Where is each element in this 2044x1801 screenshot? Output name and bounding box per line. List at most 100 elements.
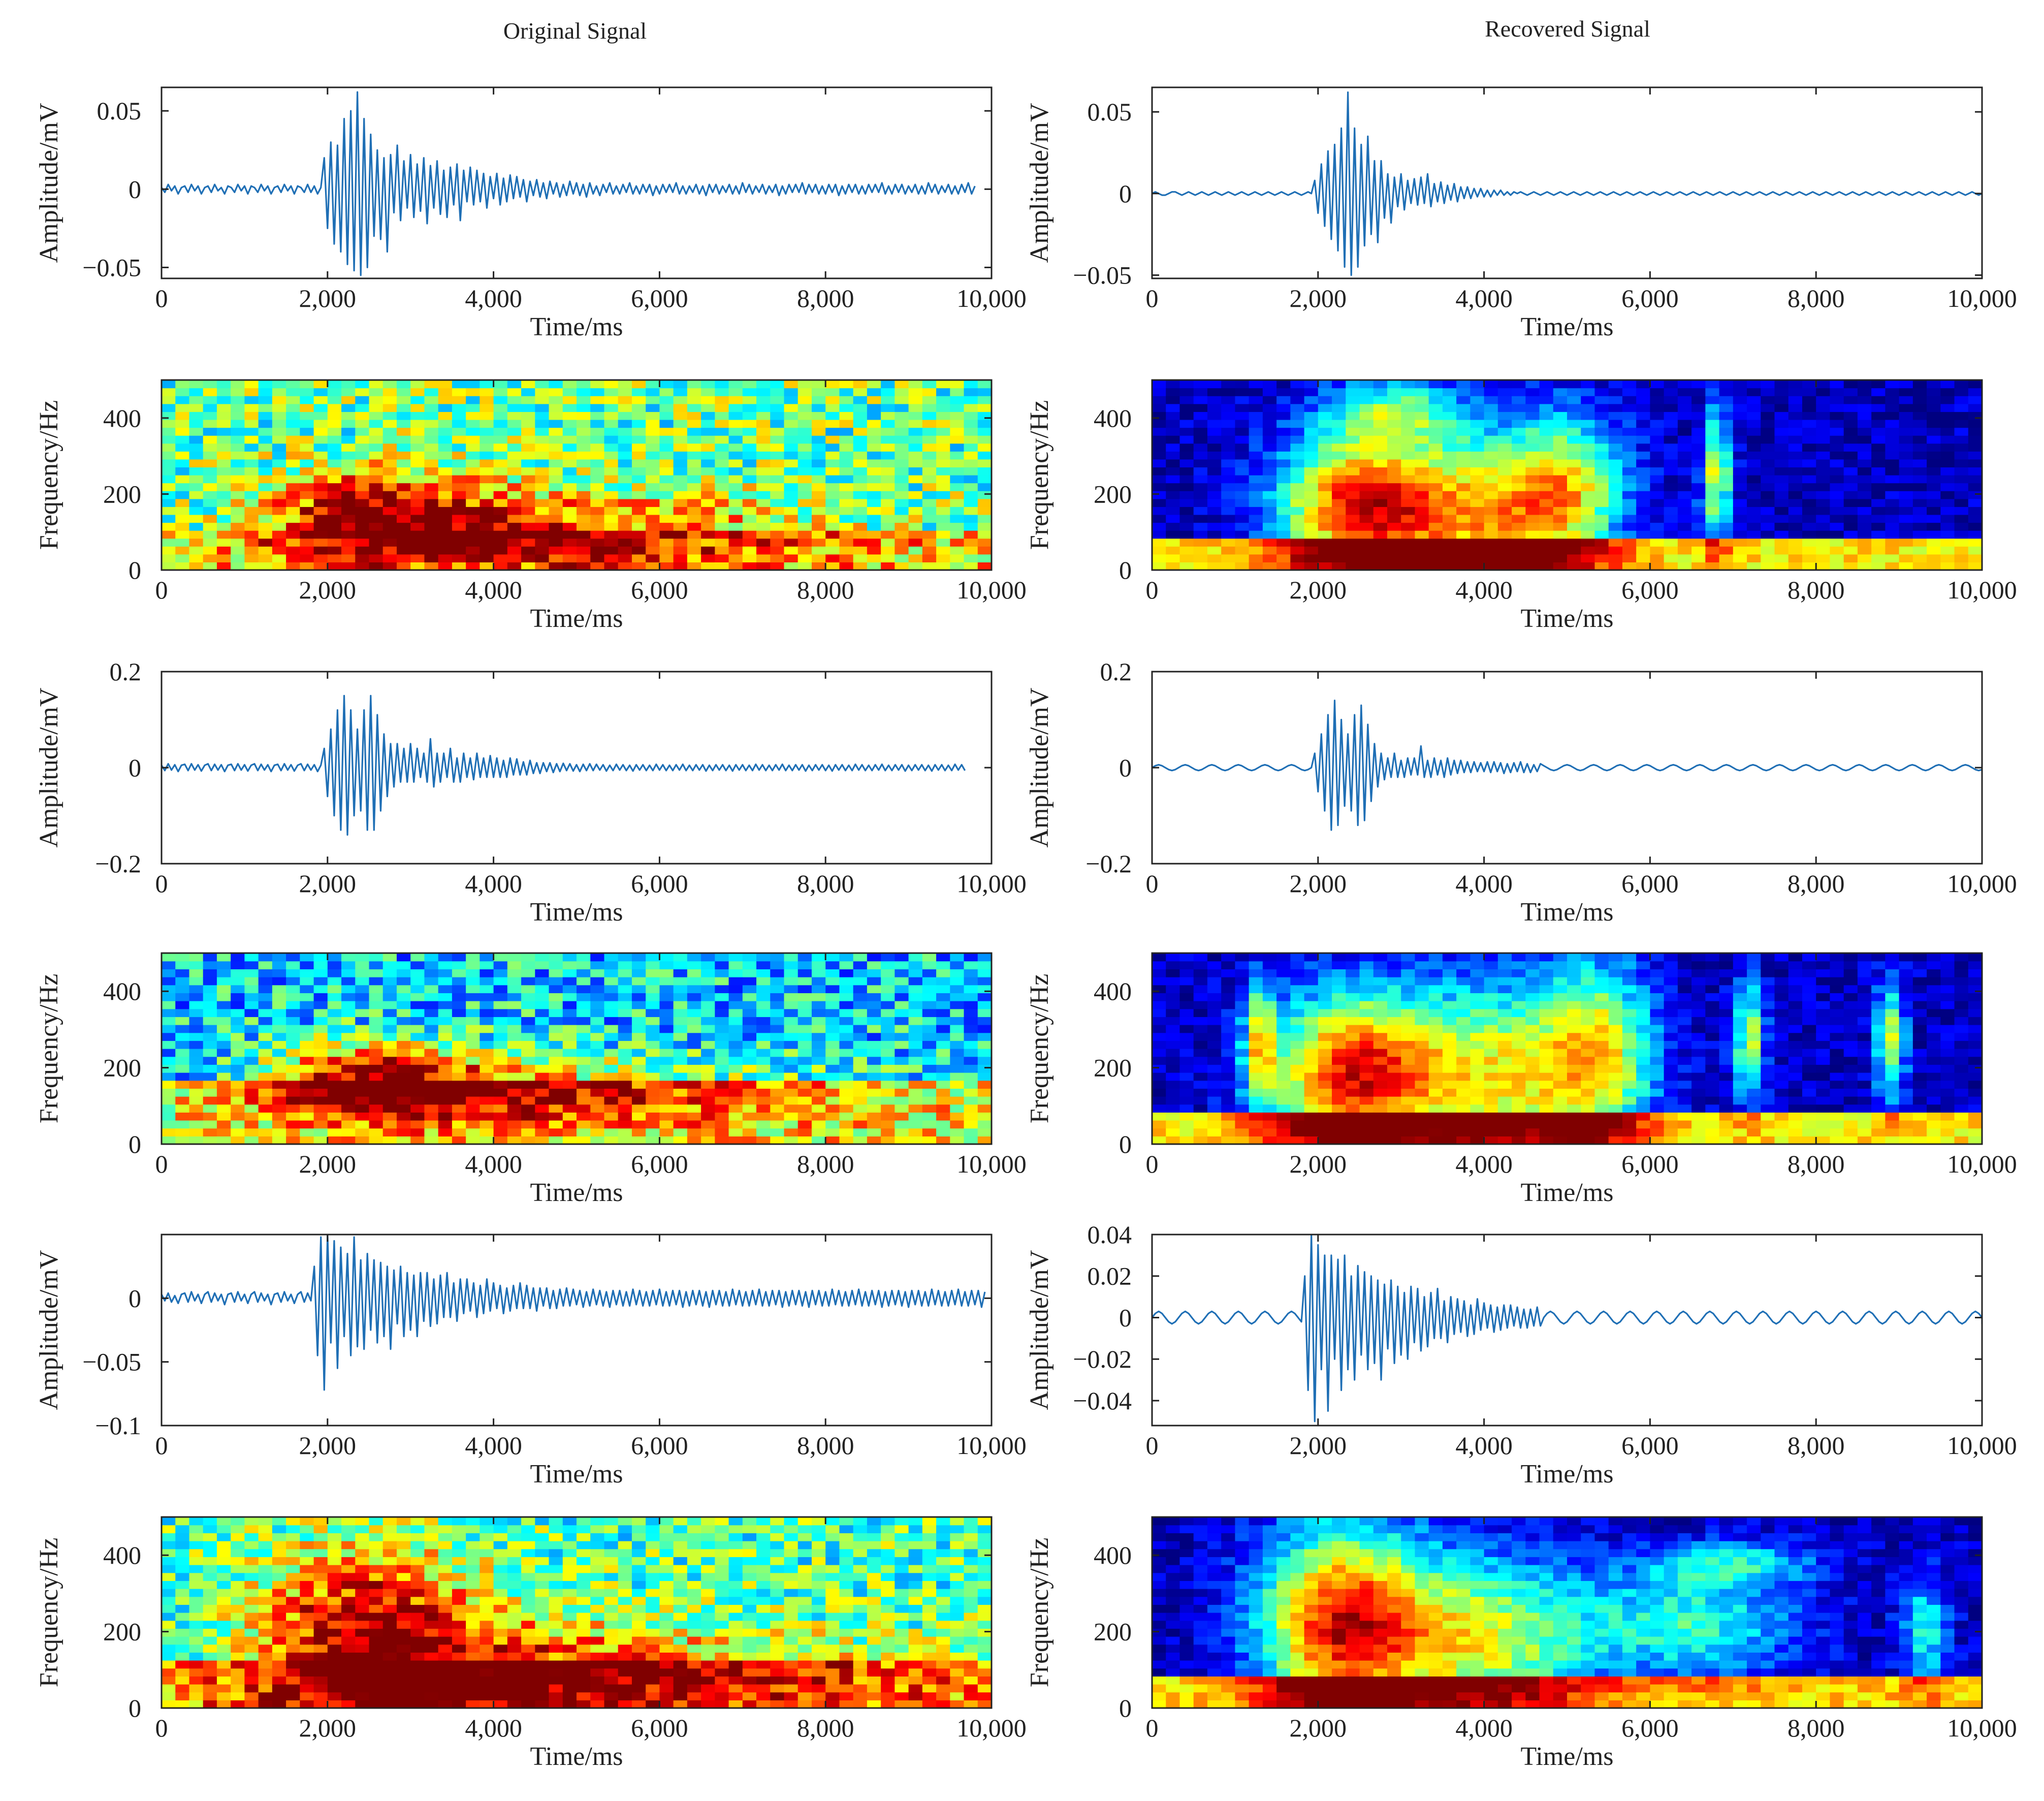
spectrogram-cell (1774, 514, 1789, 523)
spectrogram-cell (1954, 435, 1969, 444)
spectrogram-cell (936, 1064, 950, 1073)
spectrogram-cell (756, 1128, 771, 1136)
spectrogram-cell (258, 507, 273, 515)
spectrogram-cell (715, 522, 729, 531)
spectrogram-cell (1885, 514, 1900, 523)
spectrogram-cell (286, 419, 300, 428)
spectrogram-cell (936, 538, 950, 547)
spectrogram-cell (1166, 514, 1180, 523)
spectrogram-cell (908, 993, 923, 1001)
spectrogram-cell (1622, 459, 1637, 468)
spectrogram-cell (895, 380, 909, 389)
spectrogram-cell (521, 1032, 535, 1041)
spectrogram-cell (577, 1088, 591, 1097)
spectrogram-cell (258, 412, 273, 420)
spectrogram-cell (784, 467, 799, 476)
spectrogram-cell (1539, 467, 1554, 476)
spectrogram-cell (313, 419, 328, 428)
spectrogram-cell (216, 1088, 231, 1097)
spectrogram-cell (701, 961, 715, 969)
spectrogram-cell (382, 1040, 397, 1049)
spectrogram-cell (162, 1096, 176, 1105)
spectrogram-cell (867, 530, 881, 539)
spectrogram-cell (1442, 380, 1457, 389)
spectrogram-cell (1705, 491, 1720, 499)
spectrogram-cell (480, 530, 494, 539)
spectrogram-cell (1166, 1112, 1180, 1121)
spectrogram-cell (1525, 412, 1540, 420)
spectrogram-cell (286, 1080, 300, 1089)
spectrogram-cell (1249, 514, 1263, 523)
spectrogram-cell (1359, 427, 1374, 436)
spectrogram-cell (175, 1049, 190, 1057)
spectrogram-cell (673, 443, 688, 452)
spectrogram-cell (1373, 977, 1388, 986)
spectrogram-cell (244, 1128, 259, 1136)
spectrogram-cell (908, 977, 923, 986)
spectrogram-cell (673, 546, 688, 555)
spectrogram-cell (341, 459, 356, 468)
spectrogram-cell (853, 435, 868, 444)
spectrogram-cell (1373, 546, 1388, 555)
spectrogram-cell (313, 396, 328, 404)
spectrogram-cell (493, 1056, 508, 1065)
spectrogram-cell (631, 977, 646, 986)
spectrogram-cell (410, 977, 425, 986)
spectrogram-cell (1968, 467, 1983, 476)
spectrogram-cell (715, 380, 729, 389)
spectrogram-cell (1179, 538, 1194, 547)
spectrogram-cell (1899, 396, 1913, 404)
spectrogram-cell (1581, 538, 1595, 547)
spectrogram-cell (1747, 396, 1761, 404)
x-tick-label: 0 (1146, 284, 1159, 312)
spectrogram-cell (742, 1136, 757, 1145)
spectrogram-cell (646, 1128, 660, 1136)
spectrogram-cell (286, 538, 300, 547)
spectrogram-cell (1608, 475, 1623, 484)
spectrogram-cell (438, 1017, 453, 1025)
spectrogram-cell (1484, 538, 1498, 547)
spectrogram-cell (1276, 498, 1291, 507)
spectrogram-cell (659, 427, 674, 436)
spectrogram-cell (1788, 562, 1803, 571)
spectrogram-cell (1373, 1120, 1388, 1129)
spectrogram-cell (590, 1104, 605, 1113)
spectrogram-cell (1332, 1008, 1346, 1017)
spectrogram-cell (577, 491, 591, 499)
spectrogram-cell (1332, 459, 1346, 468)
spectrogram-cell (1761, 435, 1775, 444)
spectrogram-cell (286, 1008, 300, 1017)
spectrogram-cell (535, 1136, 550, 1145)
spectrogram-cell (1235, 396, 1250, 404)
spectrogram-cell (1650, 522, 1665, 531)
spectrogram-cell (1415, 498, 1429, 507)
spectrogram-cell (1442, 514, 1457, 523)
spectrogram-cell (1428, 491, 1443, 499)
spectrogram-cell (770, 475, 785, 484)
spectrogram-cell (258, 435, 273, 444)
spectrogram-cell (382, 993, 397, 1001)
spectrogram-cell (618, 1104, 632, 1113)
spectrogram-cell (908, 1049, 923, 1057)
spectrogram-cell (922, 1112, 937, 1121)
spectrogram-cell (1954, 530, 1969, 539)
spectrogram-cell (964, 977, 978, 986)
spectrogram-cell (1622, 403, 1637, 412)
spectrogram-cell (216, 507, 231, 515)
spectrogram-cell (604, 1096, 619, 1105)
spectrogram-cell (1843, 475, 1858, 484)
spectrogram-cell (313, 985, 328, 993)
spectrogram-cell (1650, 546, 1665, 555)
spectrogram-cell (839, 1104, 854, 1113)
spectrogram-cell (327, 562, 342, 571)
spectrogram-cell (770, 1040, 785, 1049)
spectrogram-cell (1885, 380, 1900, 389)
spectrogram-cell (424, 1017, 439, 1025)
spectrogram-cell (936, 435, 950, 444)
spectrogram-cell (1788, 403, 1803, 412)
spectrogram-cell (895, 530, 909, 539)
spectrogram-cell (355, 427, 370, 436)
spectrogram-cell (452, 388, 466, 396)
spectrogram-cell (521, 396, 535, 404)
spectrogram-cell (1691, 443, 1706, 452)
